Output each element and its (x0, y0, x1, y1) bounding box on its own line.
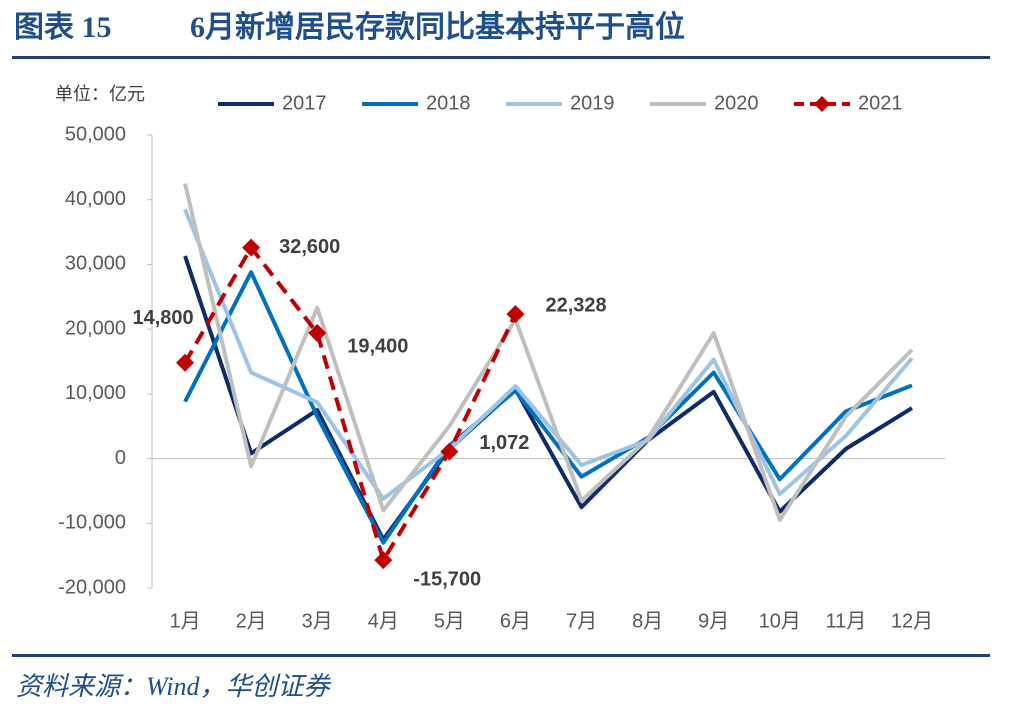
x-tick-label: 2月 (236, 610, 267, 632)
y-tick-label: 30,000 (65, 253, 126, 275)
unit-label: 单位：亿元 (55, 84, 145, 104)
y-tick-label: 10,000 (65, 382, 126, 404)
legend-label: 2020 (714, 92, 759, 114)
x-tick-label: 1月 (169, 610, 200, 632)
y-tick-label: 0 (115, 447, 126, 469)
data-point (308, 324, 327, 343)
data-label: 1,072 (479, 432, 529, 454)
series-line (183, 208, 914, 501)
data-point (374, 551, 393, 570)
x-tick-label: 3月 (302, 610, 333, 632)
data-point (440, 442, 459, 461)
x-tick-label: 8月 (632, 610, 663, 632)
legend-label: 2018 (426, 92, 471, 114)
data-point (176, 353, 195, 372)
x-tick-label: 12月 (891, 610, 933, 632)
legend-label: 2019 (570, 92, 615, 114)
x-tick-label: 7月 (566, 610, 597, 632)
y-tick-label: 40,000 (65, 188, 126, 210)
data-label: 19,400 (347, 335, 408, 357)
data-label: 14,800 (132, 307, 193, 329)
x-tick-label: 10月 (759, 610, 801, 632)
x-tick-label: 5月 (434, 610, 465, 632)
source: 资料来源：Wind，华创证券 (16, 672, 331, 701)
data-label: -15,700 (413, 568, 481, 590)
legend-label: 2021 (858, 92, 903, 114)
legend-marker (814, 96, 830, 112)
chart-title: 6月新增居民存款同比基本持平于高位 (190, 10, 685, 44)
data-label: 22,328 (545, 294, 606, 316)
x-tick-label: 9月 (698, 610, 729, 632)
x-tick-label: 6月 (500, 610, 531, 632)
x-tick-label: 4月 (368, 610, 399, 632)
y-tick-label: 20,000 (65, 317, 126, 339)
y-tick-label: 50,000 (65, 123, 126, 145)
figure-label: 图表 15 (14, 11, 112, 44)
series-line (183, 245, 518, 563)
x-tick-label: 11月 (825, 610, 866, 632)
title-rule (12, 56, 990, 59)
series-line (183, 270, 913, 545)
data-point (506, 305, 525, 324)
source-rule (12, 654, 990, 657)
y-tick-label: -10,000 (58, 512, 126, 534)
y-tick-label: -20,000 (58, 576, 126, 598)
series-line (183, 183, 914, 523)
data-label: 32,600 (279, 236, 340, 258)
data-point (242, 238, 261, 257)
legend-label: 2017 (282, 92, 327, 114)
